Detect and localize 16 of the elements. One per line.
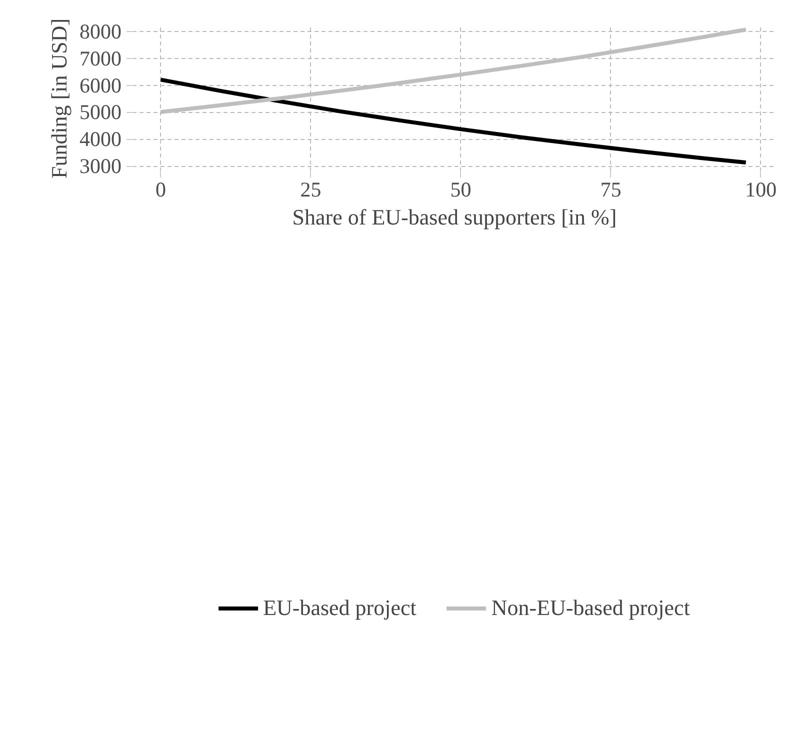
- x-tick-label: 75: [600, 178, 622, 202]
- x-tick-label: 0: [155, 178, 166, 202]
- y-axis-title: Funding [in USD]: [46, 18, 72, 179]
- legend-label: Non-EU-based project: [491, 595, 690, 621]
- y-tick-label: 3000: [80, 154, 122, 178]
- y-tick-label: 8000: [80, 20, 122, 44]
- x-axis-title: Share of EU-based supporters [in %]: [292, 204, 617, 230]
- y-tick-label: 4000: [80, 127, 122, 152]
- y-tick-label: 6000: [80, 73, 122, 98]
- x-tick-label: 25: [300, 178, 322, 202]
- y-tick-label: 7000: [80, 46, 122, 70]
- x-tick-label: 50: [450, 178, 472, 202]
- line-series: [158, 78, 748, 165]
- y-tick-label: 5000: [80, 100, 122, 124]
- x-tick-label: 100: [745, 178, 777, 202]
- legend-label: EU-based project: [263, 595, 416, 621]
